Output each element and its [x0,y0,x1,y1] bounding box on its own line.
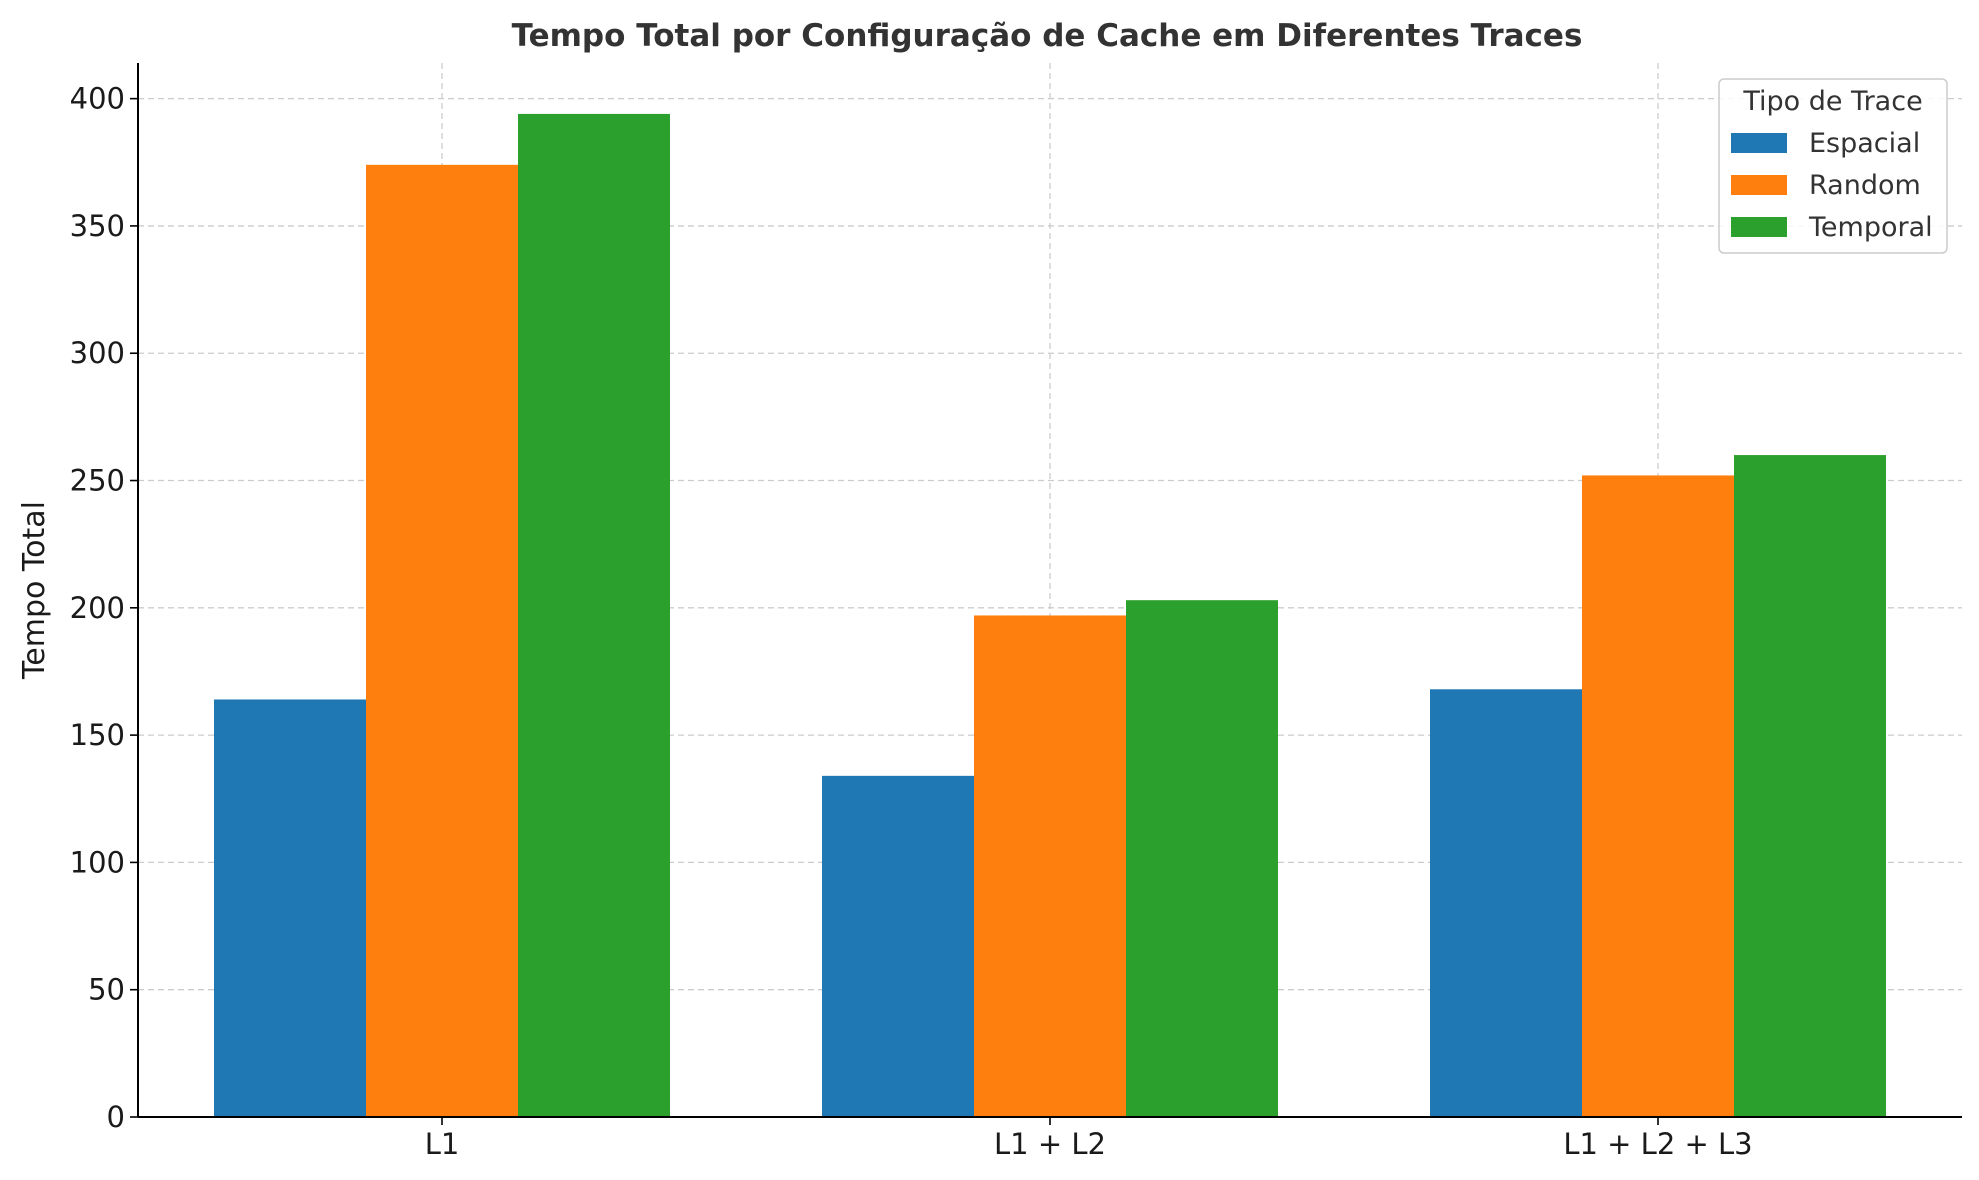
y-tick-label: 50 [88,973,125,1007]
legend-items: Espacial Random Temporal [1731,128,1933,243]
legend-label-espacial: Espacial [1809,128,1920,159]
legend: Tipo de Trace Espacial Random Temporal [1718,78,1948,254]
y-axis-ticks: 0 50 100 150 200 250 300 350 400 [70,82,138,1134]
y-tick-label: 300 [70,336,125,370]
legend-swatch-espacial [1731,133,1787,153]
bar-random-1 [974,615,1126,1117]
y-tick-label: 400 [70,82,125,116]
y-tick-label: 250 [70,464,125,498]
bars [214,113,1886,1118]
y-axis-label: Tempo Total [17,501,52,680]
bar-temporal-2 [1734,455,1886,1117]
chart-title: Tempo Total por Configuração de Cache em… [512,18,1583,54]
legend-label-temporal: Temporal [1808,212,1933,243]
y-tick-label: 0 [107,1100,125,1134]
bar-random-0 [366,164,518,1117]
legend-label-random: Random [1809,170,1921,201]
y-tick-label: 150 [70,718,125,752]
bar-espacial-2 [1430,689,1582,1117]
x-tick-label: L1 [425,1127,460,1161]
bar-temporal-1 [1126,600,1278,1117]
y-tick-label: 350 [70,209,125,243]
x-tick-label: L1 + L2 + L3 [1563,1127,1752,1161]
x-tick-label: L1 + L2 [994,1127,1106,1161]
y-tick-label: 100 [70,845,125,879]
legend-swatch-temporal [1731,217,1787,237]
legend-swatch-random [1731,175,1787,195]
y-tick-label: 200 [70,591,125,625]
bar-random-2 [1582,475,1734,1117]
bar-espacial-0 [214,699,366,1117]
legend-box [1718,78,1948,254]
bar-espacial-1 [822,775,974,1117]
legend-title: Tipo de Trace [1742,86,1922,117]
x-axis-ticks: L1 L1 + L2 L1 + L2 + L3 [425,1117,1753,1161]
bar-temporal-0 [518,113,670,1118]
